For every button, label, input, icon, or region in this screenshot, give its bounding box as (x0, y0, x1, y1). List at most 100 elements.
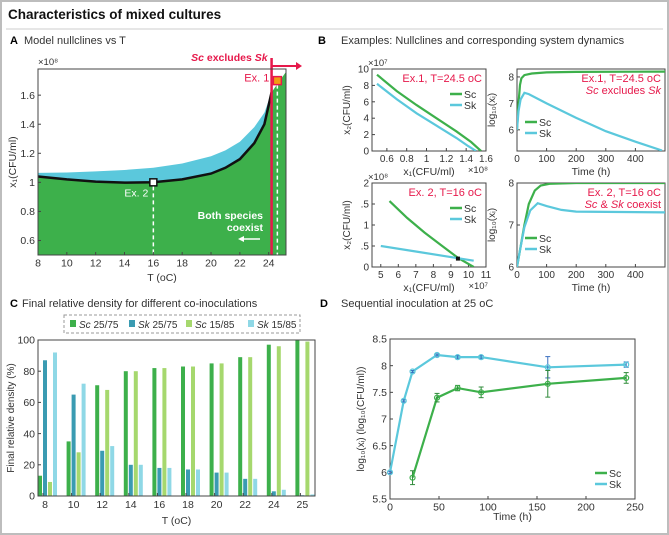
bar-sc25-75 (266, 344, 271, 496)
bar-sk25-75 (214, 472, 219, 496)
coexist-label: Both species (198, 210, 264, 222)
y-tick-label: 7.5 (372, 387, 387, 399)
series-line-sk (388, 353, 627, 473)
x-tick-label: 200 (568, 154, 585, 165)
plot-frame (516, 68, 666, 152)
data-point (433, 394, 441, 401)
x-tick-label: 300 (597, 154, 614, 165)
legend-ratio: 25/75 (91, 320, 119, 331)
bar-sk15-85 (138, 464, 143, 496)
equilibrium-point (455, 256, 460, 261)
series-line-sc (376, 73, 482, 151)
y-axis-label: Final relative density (%) (6, 363, 17, 472)
x-tick-label: 0 (514, 270, 520, 281)
x-tick-label: 100 (479, 502, 497, 514)
bar-sc25-75 (66, 441, 71, 496)
example-label: Ex.1, T=24.5 oC (581, 73, 661, 85)
coexist-label: coexist (227, 222, 264, 234)
bar-sc15-85 (248, 357, 253, 496)
legend-swatch (70, 320, 76, 327)
bar-sc25-75 (152, 368, 157, 496)
data-point (623, 361, 630, 368)
y-tick-label: 7 (508, 221, 514, 232)
bar-sk15-85 (167, 467, 172, 496)
bar-sk25-75 (128, 464, 133, 496)
x-tick-label: 5 (378, 270, 384, 281)
y-tick-label: 8.5 (372, 334, 387, 346)
x-axis-label: x₁(CFU/ml) (403, 166, 454, 178)
arrow-right-icon (296, 62, 302, 70)
bar-sc15-85 (219, 363, 224, 496)
x-tick-label: 0.8 (400, 154, 414, 165)
x-tick-label: 20 (205, 258, 217, 270)
series-line-sc (517, 70, 665, 130)
y-tick-label: 2 (363, 179, 369, 190)
bar-sc25-75 (95, 385, 100, 496)
bar-sc15-85 (105, 389, 110, 496)
x-axis-label: Time (h) (572, 166, 611, 178)
chart-a-nullclines: Sc excludes Sk Ex. 1 Ex. 2 Both speciescoex… (7, 52, 302, 284)
x-axis-label: T (oC) (162, 515, 192, 527)
bar-sc25-75 (123, 371, 128, 496)
x-tick-label: 11 (481, 270, 492, 281)
y-tick-label: 8 (508, 72, 514, 83)
coexistence-region-area (38, 71, 286, 256)
example-label: Ex. 2, T=16 oC (409, 187, 483, 199)
x-tick-label: 250 (626, 502, 644, 514)
legend-label-sc: Sc (464, 203, 476, 215)
ex2-marker (149, 178, 158, 187)
bar-sc25-75 (209, 363, 214, 496)
outcome-sk: Sk (611, 199, 624, 211)
x-multiplier: ×10⁷ (468, 281, 488, 292)
panel-title-b: Examples: Nullclines and corresponding s… (341, 35, 625, 47)
plot-frame (37, 68, 287, 256)
exclusion-label: Sc excludes Sk (191, 52, 269, 64)
series-line-sc (411, 376, 627, 479)
legend-swatch (129, 320, 135, 327)
panel-title-d: Sequential inoculation at 25 oC (341, 298, 493, 310)
example-label: Ex.1, T=24.5 oC (402, 73, 482, 85)
bar-sc15-85 (48, 481, 52, 496)
outcome-label: Sc & Sk coexist (585, 199, 661, 211)
y-axis-label: log₁₀(xᵢ) (487, 208, 498, 242)
y-axis-label: log₁₀(xᵢ) (log₁₀(CFU/ml)) (356, 367, 367, 472)
y-tick-label: 1.2 (20, 148, 35, 160)
legend-label: Sc 25/75 (79, 320, 119, 331)
y-tick-label: 40 (23, 428, 35, 440)
panel-letter-a: A (10, 35, 18, 47)
x-tick-label: 200 (577, 502, 595, 514)
bar-sk15-85 (253, 478, 258, 496)
data-point (478, 354, 485, 361)
legend-label-sk: Sk (539, 128, 552, 140)
x-tick-label: 400 (627, 270, 644, 281)
bar-sk25-75 (43, 360, 47, 496)
y-axis-label: x₂(CFU/ml) (342, 85, 353, 134)
x-tick-label: 10 (463, 270, 475, 281)
outcome-label: Sc excludes Sk (586, 85, 662, 97)
x-tick-label: 8 (431, 270, 437, 281)
bar-sc15-85 (191, 366, 195, 496)
y-tick-label: 5.5 (372, 494, 387, 506)
x-tick-label: 0 (387, 502, 393, 514)
x-tick-label: 14 (119, 258, 131, 270)
legend-label-sk: Sk (609, 479, 622, 491)
nullcline-line (37, 91, 273, 184)
bar-sk25-75 (71, 394, 76, 496)
outcome-mid: excludes (599, 85, 649, 97)
legend-box (63, 314, 301, 334)
bar-sc15-85 (276, 346, 281, 496)
y-tick-label: 6 (508, 125, 514, 136)
x-tick-label: 14 (125, 499, 137, 511)
y-tick-label: .5 (361, 242, 370, 253)
data-point (454, 354, 461, 361)
data-point (433, 351, 441, 359)
bar-sk15-85 (110, 446, 115, 496)
data-point (386, 469, 394, 476)
y-tick-label: 80 (23, 366, 35, 378)
y-tick-label: 4 (363, 114, 369, 125)
exclusion-label-sk: Sk (255, 52, 269, 64)
bar-sk25-75 (157, 467, 162, 496)
